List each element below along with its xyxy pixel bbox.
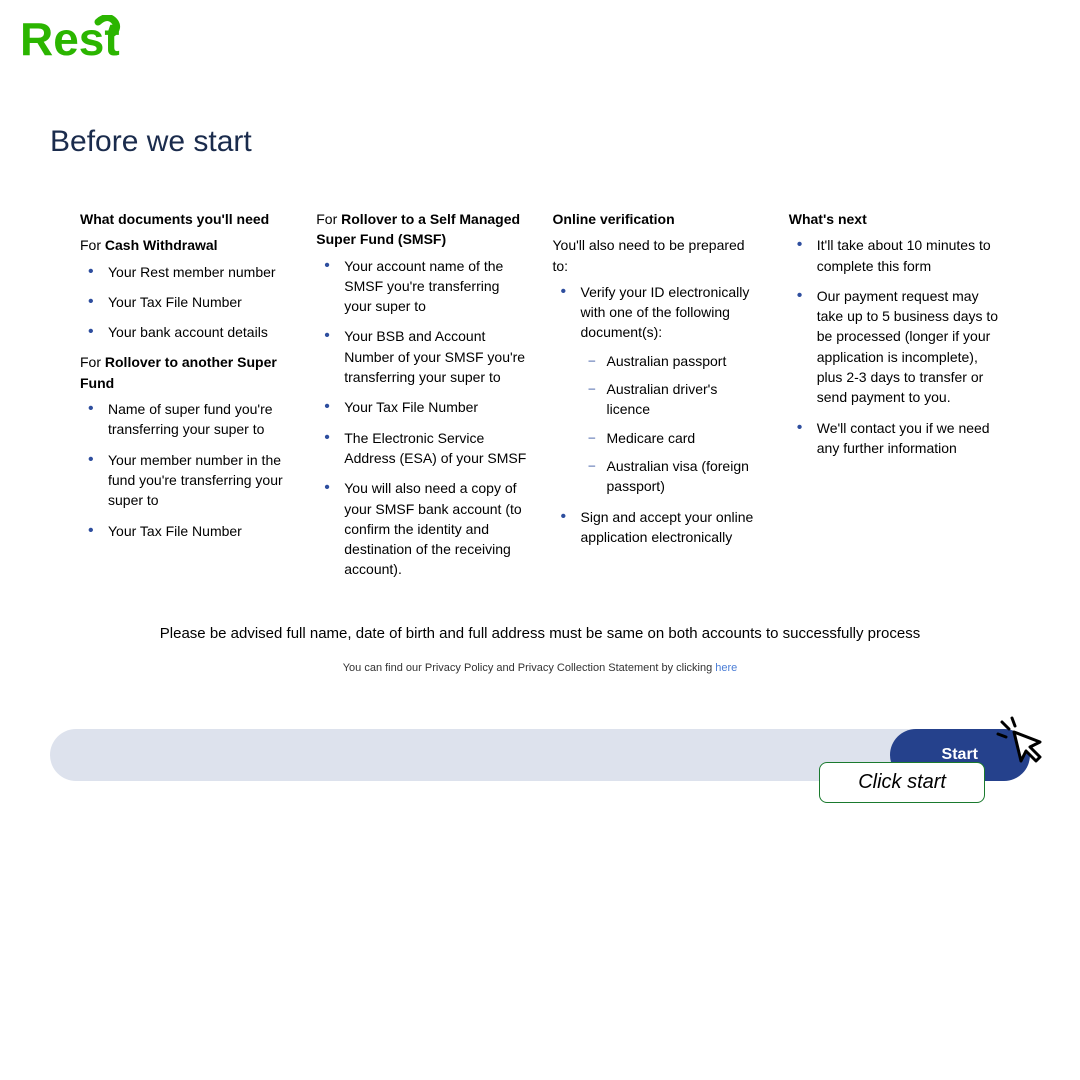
list-item: The Electronic Service Address (ESA) of …: [334, 428, 527, 469]
col-next: What's next It'll take about 10 minutes …: [789, 209, 1000, 590]
col-documents: What documents you'll need For Cash With…: [80, 209, 291, 590]
col2-sub: For Rollover to a Self Managed Super Fun…: [316, 209, 527, 250]
list-item: Your member number in the fund you're tr…: [98, 450, 291, 511]
list-item: Your account name of the SMSF you're tra…: [334, 256, 527, 317]
col-verification: Online verification You'll also need to …: [553, 209, 764, 590]
col2-list: Your account name of the SMSF you're tra…: [316, 256, 527, 580]
list-item: Medicare card: [599, 428, 764, 448]
list-item: It'll take about 10 minutes to complete …: [807, 235, 1000, 276]
click-start-annotation: Click start: [819, 762, 985, 803]
col2-sub-prefix: For: [316, 211, 341, 227]
privacy-prefix: You can find our Privacy Policy and Priv…: [343, 662, 716, 674]
privacy-link[interactable]: here: [715, 662, 737, 674]
col4-list: It'll take about 10 minutes to complete …: [789, 235, 1000, 458]
col3-sublist: Australian passport Australian driver's …: [581, 351, 764, 497]
svg-text:Rest: Rest: [20, 15, 120, 65]
advisory-text: Please be advised full name, date of bir…: [50, 625, 1030, 642]
col2-sub-bold: Rollover to a Self Managed Super Fund (S…: [316, 211, 520, 247]
info-columns: What documents you'll need For Cash With…: [50, 209, 1030, 590]
col1-sub2-bold: Rollover to another Super Fund: [80, 354, 277, 390]
list-item: Australian visa (foreign passport): [599, 456, 764, 497]
col3-heading: Online verification: [553, 209, 764, 229]
col4-heading: What's next: [789, 209, 1000, 229]
list-item: Sign and accept your online application …: [571, 507, 764, 548]
list-item: Your Tax File Number: [98, 292, 291, 312]
list-item: Your Rest member number: [98, 262, 291, 282]
list-item: You will also need a copy of your SMSF b…: [334, 478, 527, 579]
col1-sub2: For Rollover to another Super Fund: [80, 352, 291, 393]
list-item: Australian driver's licence: [599, 379, 764, 420]
rest-logo-svg: Rest: [20, 15, 140, 65]
brand-logo: Rest: [0, 0, 1080, 85]
list-item: Your Tax File Number: [98, 521, 291, 541]
col1-heading: What documents you'll need: [80, 209, 291, 229]
list-item: Australian passport: [599, 351, 764, 371]
col3-item1-text: Verify your ID electronically with one o…: [581, 284, 750, 341]
list-item: Our payment request may take up to 5 bus…: [807, 286, 1000, 408]
list-item: Verify your ID electronically with one o…: [571, 282, 764, 497]
col1-list1: Your Rest member number Your Tax File Nu…: [80, 262, 291, 343]
col1-sub1-prefix: For: [80, 237, 105, 253]
col1-sub2-prefix: For: [80, 354, 105, 370]
col-smsf: For Rollover to a Self Managed Super Fun…: [316, 209, 527, 590]
list-item: Your Tax File Number: [334, 397, 527, 417]
page-title: Before we start: [50, 125, 1030, 159]
list-item: We'll contact you if we need any further…: [807, 418, 1000, 459]
col3-intro: You'll also need to be prepared to:: [553, 235, 764, 276]
col1-sub1-bold: Cash Withdrawal: [105, 237, 218, 253]
list-item: Your bank account details: [98, 322, 291, 342]
list-item: Your BSB and Account Number of your SMSF…: [334, 326, 527, 387]
col3-list: Verify your ID electronically with one o…: [553, 282, 764, 547]
privacy-text: You can find our Privacy Policy and Priv…: [50, 662, 1030, 674]
col1-list2: Name of super fund you're transferring y…: [80, 399, 291, 541]
list-item: Name of super fund you're transferring y…: [98, 399, 291, 440]
col1-sub1: For Cash Withdrawal: [80, 235, 291, 255]
